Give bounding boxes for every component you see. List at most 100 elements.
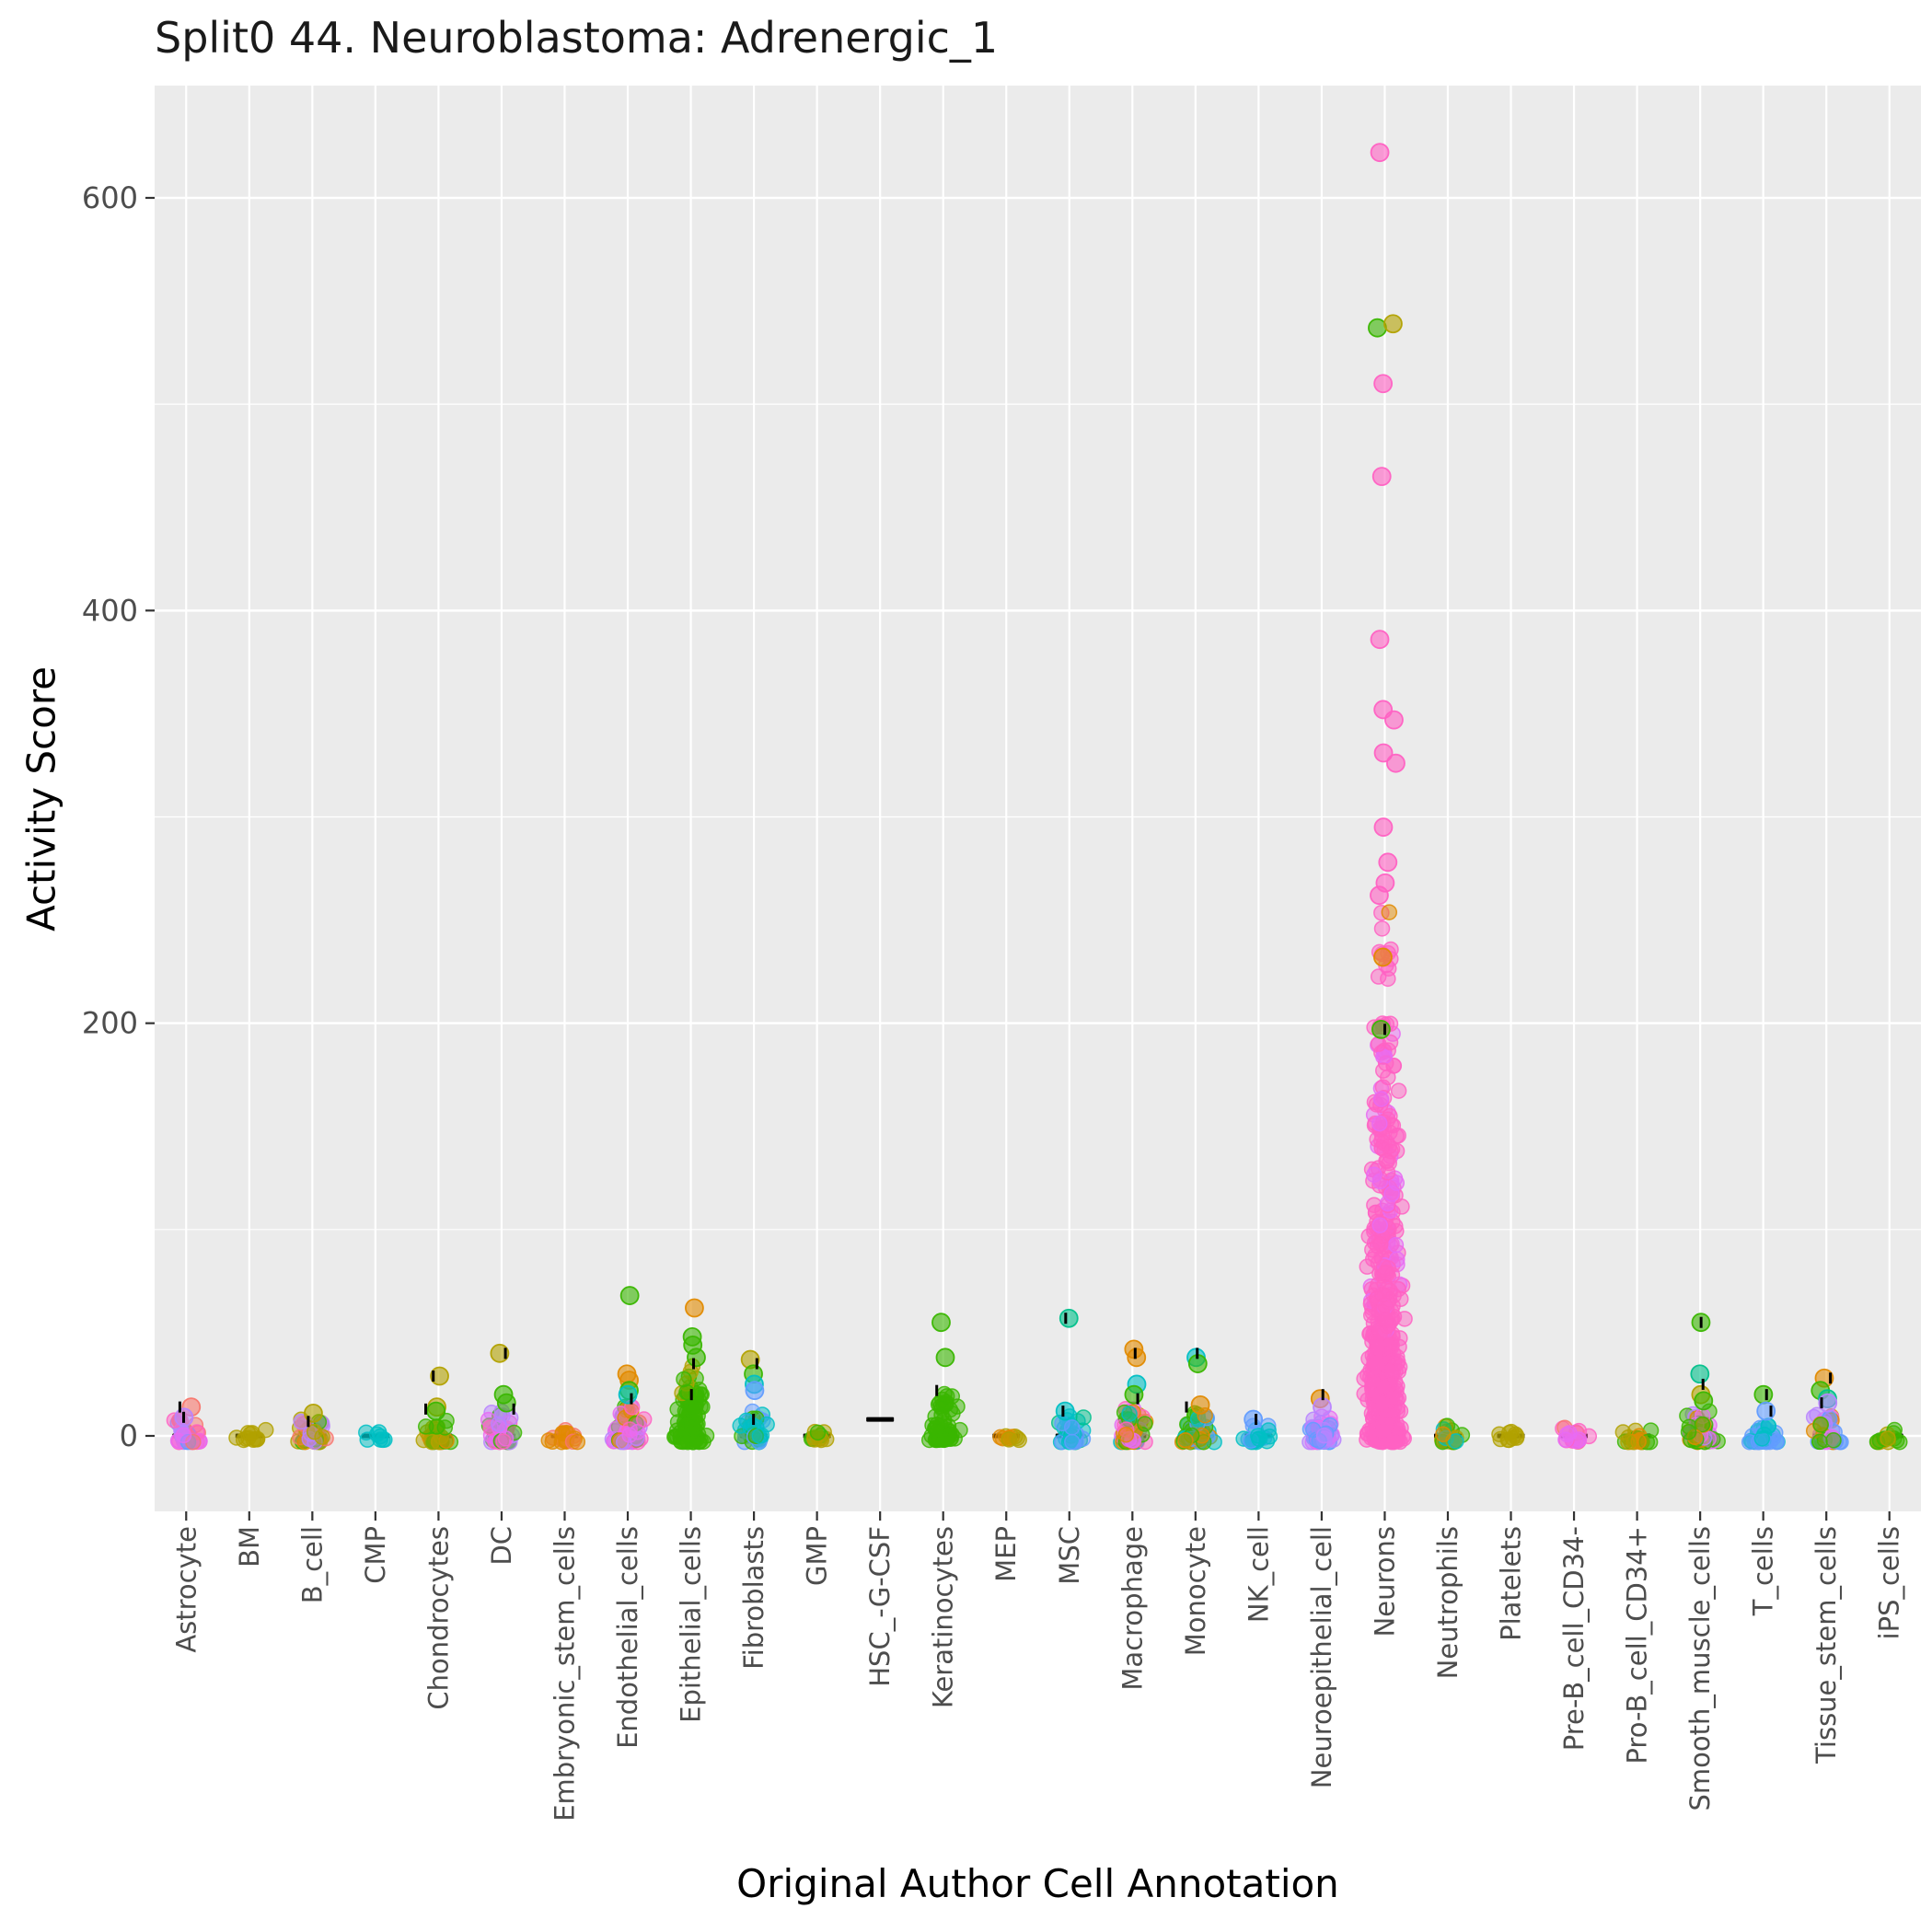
data-point — [436, 1419, 454, 1436]
category-points — [992, 1428, 1027, 1449]
data-point — [1557, 1431, 1574, 1448]
data-point — [1620, 1433, 1637, 1451]
category-points — [1679, 1313, 1726, 1451]
outlier-point — [1373, 743, 1394, 763]
x-tick-label: iPS_cells — [1874, 1526, 1905, 1639]
outlier-point — [1383, 314, 1403, 334]
data-point — [1177, 1432, 1194, 1449]
outlier-point — [1371, 1019, 1391, 1039]
data-point — [1366, 1197, 1382, 1213]
outlier-point — [1690, 1364, 1710, 1384]
x-tick-label: MEP — [990, 1526, 1022, 1582]
data-point — [1372, 1091, 1390, 1107]
category-points — [290, 1403, 334, 1451]
data-point — [1694, 1416, 1711, 1433]
category-points — [228, 1421, 274, 1449]
data-point — [1117, 1426, 1135, 1443]
data-point — [1374, 1422, 1392, 1439]
data-point — [1364, 1241, 1381, 1258]
data-point — [1825, 1432, 1842, 1449]
outlier-point — [496, 1393, 516, 1413]
data-point — [935, 1431, 952, 1449]
category-points — [1491, 1423, 1525, 1449]
x-tick-label: CMP — [360, 1526, 391, 1584]
outlier-point — [430, 1366, 449, 1386]
data-point — [635, 1411, 653, 1428]
outlier-point — [619, 1286, 640, 1305]
x-tick-label: Monocyte — [1180, 1526, 1211, 1656]
x-tick-label: DC — [486, 1526, 517, 1566]
y-tick-label: 600 — [82, 180, 138, 215]
outlier-point — [426, 1401, 446, 1421]
data-point — [1435, 1426, 1452, 1442]
category-points — [1050, 1308, 1092, 1451]
category-points — [1868, 1421, 1908, 1451]
x-tick-label: T_cells — [1748, 1526, 1779, 1616]
x-tick-label: GMP — [802, 1526, 833, 1586]
x-tick-label: B_cell — [296, 1526, 328, 1603]
category-points — [1741, 1384, 1786, 1451]
data-point — [1381, 904, 1398, 920]
x-tick-label: Embryonic_stem_cells — [549, 1526, 580, 1822]
y-tick-label: 400 — [82, 593, 138, 628]
data-point — [1315, 1427, 1333, 1444]
data-point — [1075, 1409, 1092, 1426]
outlier-point — [1059, 1308, 1079, 1328]
x-tick-label: Pro-B_cell_CD34+ — [1622, 1526, 1653, 1764]
outlier-point — [1370, 143, 1390, 163]
outlier-point — [1694, 1391, 1714, 1411]
median-bar — [866, 1417, 895, 1422]
x-tick-label: Smooth_muscle_cells — [1684, 1526, 1716, 1811]
category-points — [1614, 1422, 1660, 1451]
outlier-point — [1386, 753, 1406, 773]
data-point — [1382, 1034, 1399, 1051]
data-point — [1121, 1406, 1138, 1422]
category-points — [803, 1423, 835, 1449]
data-point — [1880, 1430, 1896, 1447]
x-tick-label: HSC_-G-CSF — [864, 1526, 896, 1687]
category-points — [415, 1366, 459, 1451]
chart-title: Split0 44. Neuroblastoma: Adrenergic_1 — [155, 13, 999, 63]
category-points — [1555, 1419, 1598, 1451]
outlier-point — [1190, 1394, 1210, 1415]
x-tick-label: Pre-B_cell_CD34- — [1558, 1526, 1590, 1751]
data-point — [1371, 1115, 1388, 1132]
outlier-point — [1370, 630, 1390, 650]
x-tick-label: NK_cell — [1243, 1526, 1274, 1623]
outlier-point — [931, 1313, 951, 1333]
data-point — [175, 1427, 192, 1444]
data-point — [569, 1433, 586, 1451]
x-tick-label: Chondrocytes — [422, 1526, 454, 1710]
data-point — [1768, 1433, 1785, 1451]
category-points — [480, 1343, 523, 1451]
data-point — [621, 1427, 638, 1443]
x-tick-label: Platelets — [1496, 1526, 1527, 1641]
outlier-point — [1373, 374, 1394, 394]
data-point — [1370, 968, 1387, 985]
data-point — [1373, 920, 1391, 937]
outlier-point — [1371, 467, 1392, 487]
category-points — [1805, 1368, 1849, 1451]
x-tick-label: MSC — [1054, 1526, 1085, 1585]
data-point — [1373, 1394, 1391, 1412]
data-point — [1680, 1423, 1697, 1440]
data-point — [938, 1388, 955, 1405]
category-points — [866, 1417, 895, 1422]
category-points — [166, 1397, 208, 1451]
x-tick-label: Tissue_stem_cells — [1811, 1526, 1842, 1764]
outlier-point — [1384, 710, 1404, 730]
outlier-point — [935, 1348, 955, 1368]
category-points — [540, 1422, 586, 1451]
data-point — [1387, 1236, 1405, 1254]
data-point — [1366, 1166, 1382, 1183]
data-point — [1382, 1362, 1400, 1380]
data-point — [1377, 1265, 1394, 1281]
data-point — [676, 1371, 692, 1388]
data-point — [684, 1419, 701, 1437]
category-points — [1356, 143, 1413, 1451]
outlier-point — [1244, 1409, 1264, 1429]
data-point — [1366, 1355, 1382, 1371]
data-point — [306, 1423, 323, 1440]
data-point — [358, 1424, 375, 1441]
data-point — [495, 1433, 512, 1450]
